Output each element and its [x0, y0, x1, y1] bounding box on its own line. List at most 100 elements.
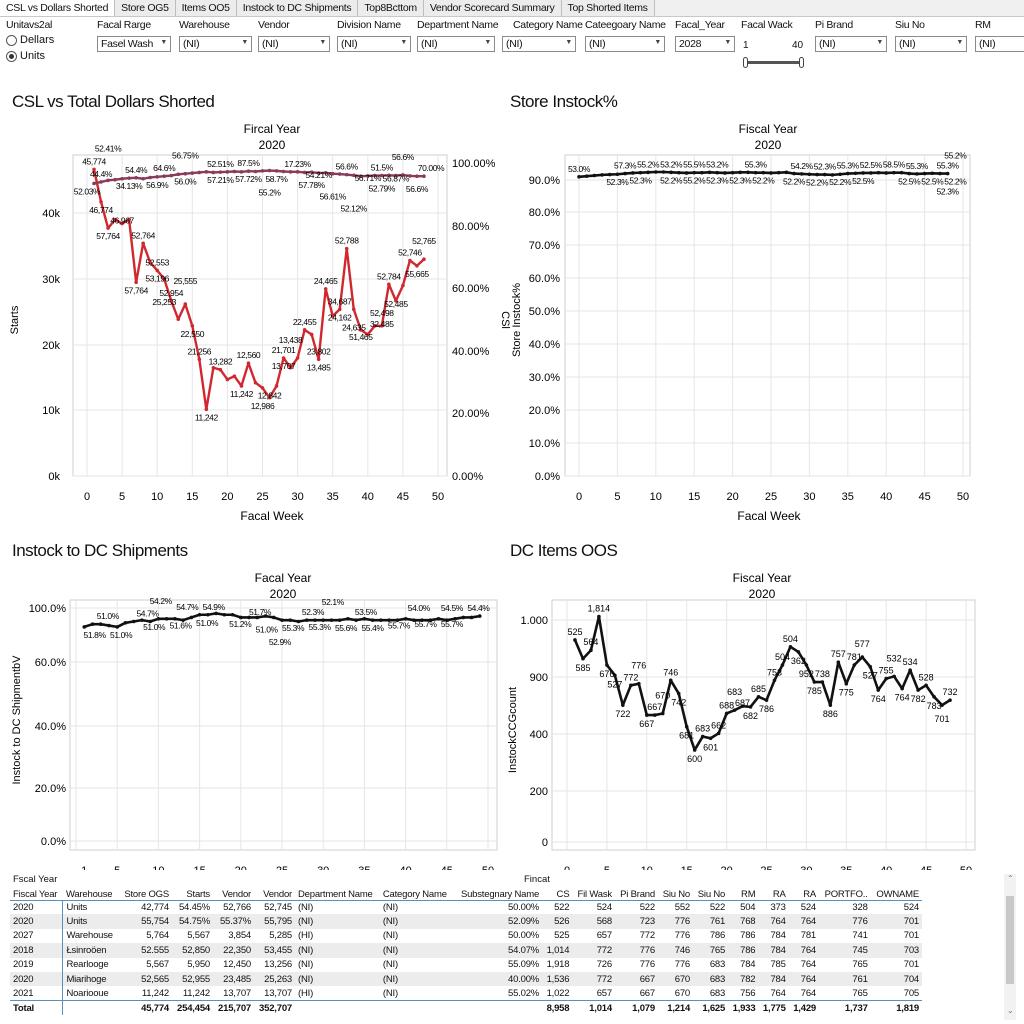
radio-dollars[interactable]: Dellars [6, 34, 54, 46]
table-cell: 776 [819, 914, 871, 929]
data-label: 55.3% [837, 161, 860, 171]
filter-dropdown-vendor[interactable]: (NI) ▼ [258, 36, 330, 52]
chevron-down-icon[interactable]: ▼ [876, 39, 883, 46]
column-header[interactable]: RM [728, 886, 759, 901]
filter-dropdown-department-name[interactable]: (NI) ▼ [417, 36, 495, 52]
radio-circle[interactable] [6, 34, 17, 46]
chevron-down-icon[interactable]: ▼ [160, 39, 167, 46]
filter-value: 2028 [679, 38, 702, 50]
week-slider-handle-max[interactable] [799, 57, 804, 68]
filter-value: (NI) [341, 38, 358, 50]
table-cell: 2020 [13, 901, 34, 913]
tab-instock-to-dc-shipments[interactable]: Instock to DC Shipments [236, 0, 359, 16]
data-point [820, 680, 825, 684]
radio-units[interactable]: Units [6, 50, 45, 62]
table-cell: 55,795 [254, 914, 295, 929]
data-point [395, 618, 400, 622]
table-cell: 50.00% [508, 930, 540, 942]
y2-axis-label: CSl [499, 311, 511, 329]
y2-tick-label: 100.00% [452, 158, 496, 170]
data-point [900, 686, 904, 691]
column-header[interactable]: Substegnary Name [453, 886, 543, 901]
chevron-down-icon[interactable]: ▼ [565, 39, 572, 46]
chevron-down-icon[interactable]: ▼ [484, 39, 491, 46]
scrollbar-thumb[interactable] [1006, 896, 1014, 984]
tab-vendor-scorecard-summary[interactable]: Vendor Scorecard Summary [423, 0, 562, 16]
column-header[interactable]: Siu No [693, 886, 729, 901]
column-header[interactable]: RA [788, 886, 819, 901]
table-row: 2020 Miarihoge 52,565 52,955 23,485 25,263 (NI… [10, 971, 922, 987]
data-point [148, 619, 152, 624]
column-header[interactable]: CS [542, 886, 573, 901]
week-slider-handle-min[interactable] [743, 57, 748, 68]
column-header[interactable]: Starts [172, 886, 213, 901]
y-tick-label: 0.0% [41, 836, 66, 848]
table-cell: (NI) [382, 930, 398, 942]
data-label: 51.6% [170, 620, 193, 630]
total-cell: 1,429 [788, 1000, 819, 1016]
scroll-down-icon[interactable]: ⌄ [1007, 1006, 1014, 1015]
tab-store-og5[interactable]: Store OG5 [115, 0, 176, 16]
column-header[interactable]: Department Name [295, 886, 380, 901]
filter-dropdown-rm[interactable]: (NI)▼ [975, 36, 1024, 52]
data-label: 52.2% [806, 178, 829, 188]
column-header[interactable]: Warehouse [62, 886, 119, 901]
data-label: 56.9% [146, 180, 169, 190]
table-scrollbar[interactable]: ⌃ ⌄ [1004, 874, 1016, 1020]
data-point [772, 678, 777, 683]
radio-circle-selected[interactable] [6, 50, 17, 62]
data-point [584, 174, 589, 178]
table-cell: 786 [709, 930, 726, 942]
table-cell: 373 [770, 901, 786, 913]
data-label: 56.6% [336, 162, 359, 172]
tab-csl-vs-dollars-shorted[interactable]: CSL vs Dollars Shorted [0, 0, 116, 16]
column-header[interactable]: Vendor [254, 886, 295, 901]
table-cell: 2020 [10, 971, 63, 987]
tab-top8bcttom[interactable]: Top8Bcttom [358, 0, 424, 16]
scroll-up-icon[interactable]: ⌃ [1007, 874, 1014, 883]
data-label: 688 [719, 700, 734, 710]
column-header[interactable]: Pi Brand [614, 886, 658, 901]
chevron-down-icon[interactable]: ▼ [724, 39, 731, 46]
data-point [288, 170, 293, 174]
data-point [148, 175, 152, 180]
chevron-down-icon[interactable]: ▼ [400, 39, 407, 46]
filter-dropdown-warehouse[interactable]: (NI) ▼ [179, 36, 252, 52]
column-header[interactable]: OWNAME [870, 886, 922, 901]
table-cell: 526 [542, 914, 573, 929]
filter-dropdown-category-name[interactable]: (NI) ▼ [502, 36, 576, 52]
x-tick-label: 30 [803, 491, 815, 503]
column-header[interactable]: RA [758, 886, 789, 901]
y-axis-label: Instock to DC ShipmentbV [11, 655, 23, 785]
filter-dropdown-facal-rarge[interactable]: Fasel Wash ▼ [97, 36, 171, 52]
data-label: 701 [935, 714, 950, 724]
column-header[interactable]: Store OGS [118, 886, 172, 901]
filter-dropdown-siu-no[interactable]: (NI) ▼ [895, 36, 967, 52]
chevron-down-icon[interactable]: ▼ [654, 39, 661, 46]
filter-dropdown-facal-year[interactable]: 2028 ▼ [675, 36, 735, 52]
chevron-down-icon[interactable]: ▼ [956, 39, 963, 46]
column-header[interactable]: Fil Wask [572, 886, 615, 901]
data-point [660, 711, 665, 716]
tab-top-shorted-items[interactable]: Top Shorted Items [561, 0, 655, 16]
data-point [764, 698, 769, 702]
chevron-down-icon[interactable]: ▼ [241, 39, 248, 46]
column-header[interactable]: Category Name [379, 886, 454, 901]
total-cell: 1,079 [614, 1000, 658, 1016]
column-header[interactable]: Siu No [657, 886, 694, 901]
week-slider-track[interactable] [746, 61, 802, 64]
table-cell: (NI) [295, 914, 380, 929]
table-cell: 5,567 [187, 930, 210, 942]
data-label: 52.2% [783, 177, 806, 187]
tab-items-oo5[interactable]: Items OO5 [175, 0, 237, 16]
filter-dropdown-cateegoary-name[interactable]: (NI) ▼ [585, 36, 665, 52]
chevron-down-icon[interactable]: ▼ [319, 39, 326, 46]
column-header[interactable]: Vendor [213, 886, 254, 901]
filter-dropdown-pi-brand[interactable]: (NI) ▼ [815, 36, 887, 52]
column-header[interactable]: Fiscal Year [10, 886, 63, 901]
filter-dropdown-division-name[interactable]: (NI) ▼ [337, 36, 411, 52]
data-point [239, 615, 243, 620]
table-cell: 5,764 [146, 930, 169, 942]
column-header[interactable]: PORTFO.. [819, 886, 871, 901]
table-cell: 746 [657, 943, 694, 958]
